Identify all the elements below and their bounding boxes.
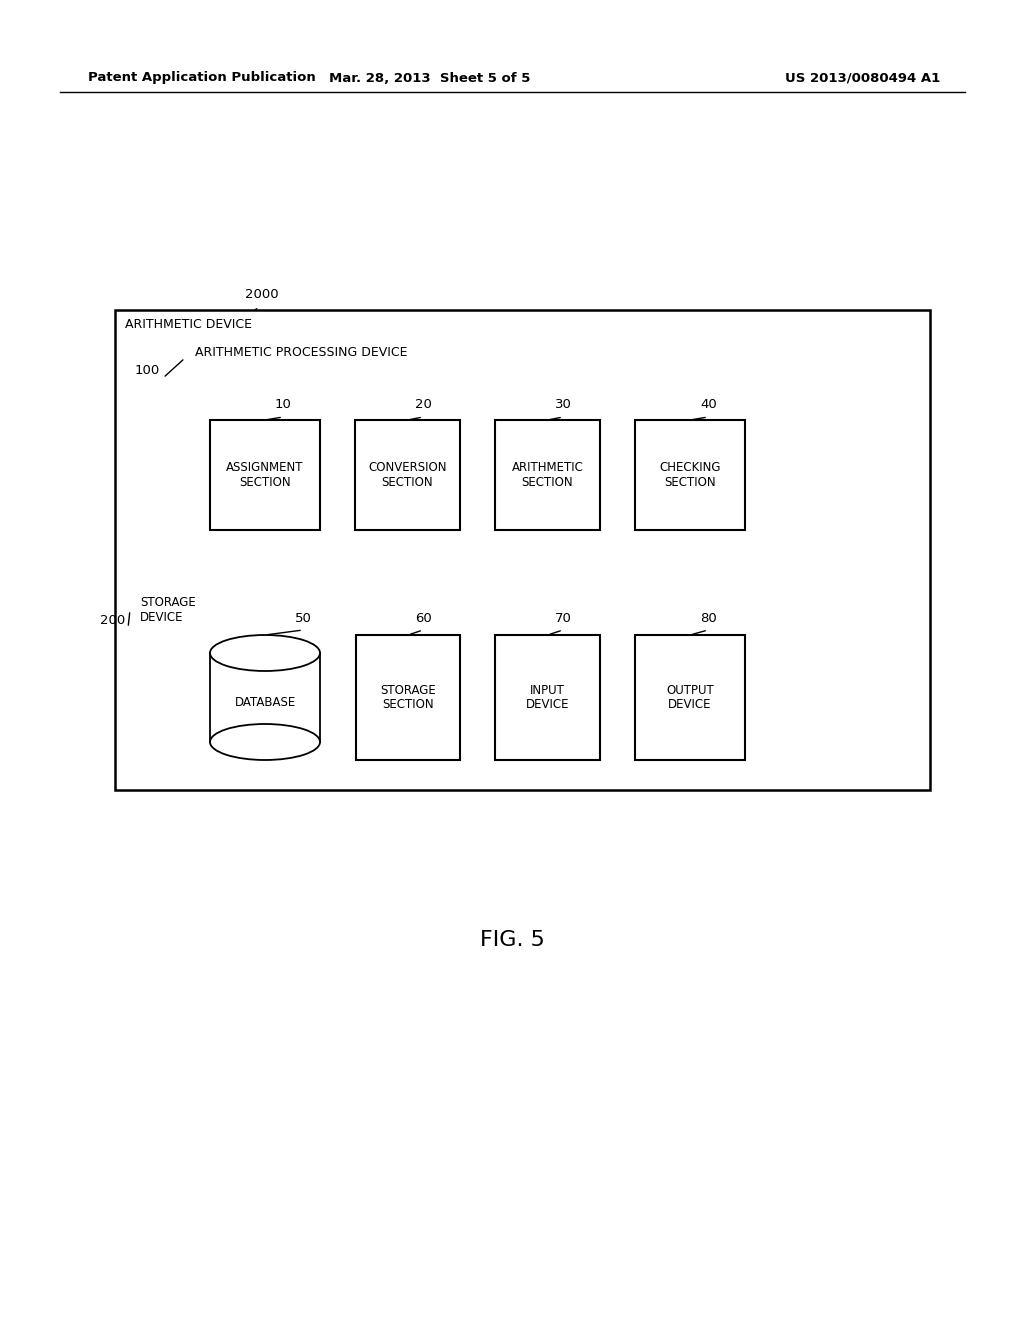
Text: DATABASE: DATABASE [234, 696, 296, 709]
Text: ARITHMETIC PROCESSING DEVICE: ARITHMETIC PROCESSING DEVICE [195, 346, 408, 359]
Bar [115, 310, 930, 789]
Bar [210, 653, 319, 742]
Text: 200: 200 [100, 614, 125, 627]
Text: Patent Application Publication: Patent Application Publication [88, 71, 315, 84]
Text: ASSIGNMENT
SECTION: ASSIGNMENT SECTION [226, 461, 304, 488]
Text: US 2013/0080494 A1: US 2013/0080494 A1 [784, 71, 940, 84]
Text: 30: 30 [555, 399, 571, 412]
Bar [210, 420, 319, 531]
Text: 100: 100 [135, 363, 160, 376]
Text: CONVERSION
SECTION: CONVERSION SECTION [369, 461, 446, 488]
Text: Mar. 28, 2013  Sheet 5 of 5: Mar. 28, 2013 Sheet 5 of 5 [330, 71, 530, 84]
Bar [185, 338, 920, 540]
Text: STORAGE
DEVICE: STORAGE DEVICE [140, 597, 196, 624]
Bar [355, 420, 460, 531]
Ellipse shape [210, 723, 319, 760]
Text: 40: 40 [700, 399, 717, 412]
Text: 80: 80 [700, 611, 717, 624]
Bar [635, 635, 745, 760]
Text: 2000: 2000 [245, 289, 279, 301]
Bar [495, 420, 600, 531]
Text: INPUT
DEVICE: INPUT DEVICE [525, 684, 569, 711]
Bar [356, 635, 460, 760]
Text: 60: 60 [415, 611, 432, 624]
Text: 70: 70 [555, 611, 571, 624]
Text: STORAGE
SECTION: STORAGE SECTION [380, 684, 436, 711]
Text: ARITHMETIC
SECTION: ARITHMETIC SECTION [512, 461, 584, 488]
Bar [495, 635, 600, 760]
Text: CHECKING
SECTION: CHECKING SECTION [659, 461, 721, 488]
Bar [130, 590, 430, 780]
Text: FIG. 5: FIG. 5 [479, 931, 545, 950]
Text: OUTPUT
DEVICE: OUTPUT DEVICE [667, 684, 714, 711]
Text: 20: 20 [415, 399, 432, 412]
Text: 10: 10 [275, 399, 292, 412]
Text: 50: 50 [295, 611, 312, 624]
Ellipse shape [210, 635, 319, 671]
Bar [635, 420, 745, 531]
Text: ARITHMETIC DEVICE: ARITHMETIC DEVICE [125, 318, 252, 330]
